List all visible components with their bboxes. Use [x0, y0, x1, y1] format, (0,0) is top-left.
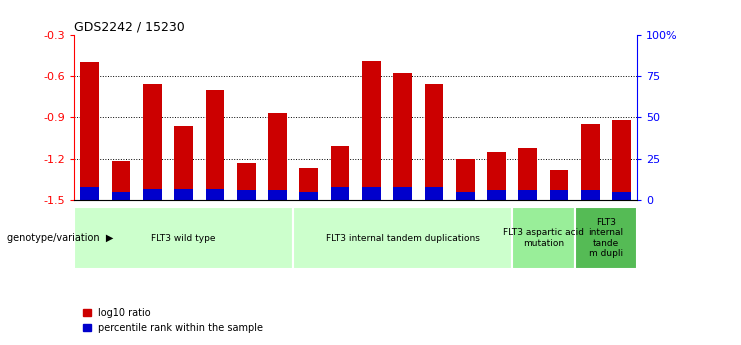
Bar — [393, 73, 412, 200]
Bar — [80, 187, 99, 200]
Bar — [174, 126, 193, 200]
Text: genotype/variation  ▶: genotype/variation ▶ — [7, 233, 114, 243]
Bar — [299, 192, 318, 200]
FancyBboxPatch shape — [293, 207, 512, 269]
Bar — [393, 187, 412, 200]
Bar — [487, 152, 506, 200]
Bar — [143, 84, 162, 200]
Bar — [80, 62, 99, 200]
Bar — [268, 113, 287, 200]
Bar — [143, 188, 162, 200]
Bar — [550, 190, 568, 200]
Bar — [205, 188, 225, 200]
Bar — [330, 187, 350, 200]
Bar — [612, 192, 631, 200]
Text: FLT3 internal tandem duplications: FLT3 internal tandem duplications — [326, 234, 479, 243]
Bar — [550, 170, 568, 200]
Bar — [237, 190, 256, 200]
Bar — [519, 190, 537, 200]
Bar — [612, 120, 631, 200]
Bar — [581, 190, 599, 200]
Bar — [268, 190, 287, 200]
FancyBboxPatch shape — [74, 207, 293, 269]
Bar — [299, 168, 318, 200]
Bar — [112, 161, 130, 200]
Bar — [581, 124, 599, 200]
Bar — [425, 84, 443, 200]
Text: FLT3 aspartic acid
mutation: FLT3 aspartic acid mutation — [503, 228, 584, 248]
Bar — [456, 159, 474, 200]
Text: FLT3
internal
tande
m dupli: FLT3 internal tande m dupli — [588, 218, 623, 258]
Bar — [362, 187, 381, 200]
FancyBboxPatch shape — [575, 207, 637, 269]
Bar — [456, 192, 474, 200]
Bar — [425, 187, 443, 200]
FancyBboxPatch shape — [512, 207, 575, 269]
Text: GDS2242 / 15230: GDS2242 / 15230 — [74, 20, 185, 33]
Bar — [237, 163, 256, 200]
Text: FLT3 wild type: FLT3 wild type — [151, 234, 216, 243]
Bar — [487, 190, 506, 200]
Bar — [330, 146, 350, 200]
Bar — [519, 148, 537, 200]
Bar — [112, 192, 130, 200]
Bar — [205, 90, 225, 200]
Bar — [362, 61, 381, 200]
Legend: log10 ratio, percentile rank within the sample: log10 ratio, percentile rank within the … — [79, 304, 268, 337]
Bar — [174, 188, 193, 200]
